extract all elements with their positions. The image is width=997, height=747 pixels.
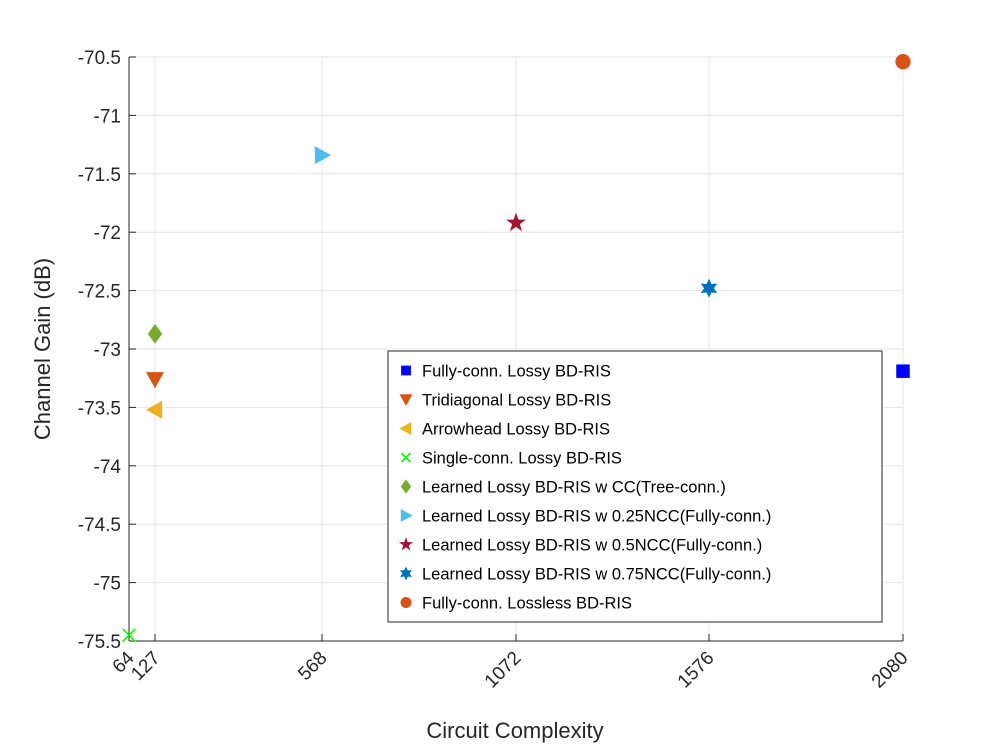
legend-entry-label: Single-conn. Lossy BD-RIS xyxy=(422,450,622,468)
legend-marker xyxy=(400,509,413,522)
data-points xyxy=(122,54,911,643)
legend-entry-label: Tridiagonal Lossy BD-RIS xyxy=(422,392,611,410)
data-point xyxy=(896,364,910,378)
legend-entry-label: Learned Lossy BD-RIS w 0.25NCC(Fully-con… xyxy=(422,508,771,526)
y-tick-label: -73 xyxy=(94,340,121,361)
y-tick-label: -71.5 xyxy=(78,165,121,186)
legend-marker xyxy=(400,596,412,609)
legend-marker xyxy=(401,365,411,376)
legend-marker xyxy=(399,394,413,406)
y-tick-label: -71 xyxy=(94,106,121,127)
y-tick-label: -70.5 xyxy=(78,48,121,69)
y-tick-label: -74.5 xyxy=(78,515,121,536)
legend-entry-label: Arrowhead Lossy BD-RIS xyxy=(422,421,610,439)
y-tick-label: -72.5 xyxy=(78,282,121,303)
x-axis-label: Circuit Complexity xyxy=(426,718,603,743)
y-tick-label: -75 xyxy=(94,574,121,595)
legend-marker xyxy=(399,422,412,435)
data-point xyxy=(122,628,136,643)
data-point xyxy=(506,212,526,232)
data-point xyxy=(314,146,331,165)
legend-box xyxy=(387,350,883,623)
data-point xyxy=(895,54,911,70)
legend-entry-label: Fully-conn. Lossy BD-RIS xyxy=(422,363,611,381)
legend-entry-label: Learned Lossy BD-RIS w CC(Tree-conn.) xyxy=(422,479,726,497)
legend-marker xyxy=(398,537,414,551)
legend-entry-label: Fully-conn. Lossless BD-RIS xyxy=(422,595,632,613)
y-tick-label: -72 xyxy=(94,223,121,244)
data-point xyxy=(146,400,163,419)
legend: Fully-conn. Lossy BD-RIS Tridiagonal Loss… xyxy=(387,350,883,623)
legend-entry-label: Learned Lossy BD-RIS w 0.5NCC(Fully-conn… xyxy=(422,537,762,555)
y-axis-label: Channel Gain (dB) xyxy=(30,258,55,440)
legend-entry-label: Learned Lossy BD-RIS w 0.75NCC(Fully-con… xyxy=(422,566,771,584)
y-tick-label: -73.5 xyxy=(78,398,121,419)
legend-marker xyxy=(400,566,412,581)
legend-marker xyxy=(400,479,412,494)
data-point xyxy=(700,278,718,298)
legend-marker xyxy=(400,452,412,463)
y-tick-label: -75.5 xyxy=(78,632,121,653)
data-point xyxy=(146,372,164,389)
y-tick-label: -74 xyxy=(94,457,122,478)
y-axis-ticks: -70.5 -71 -71.5 -72 -72.5 -73 -73.5 -74 -74.5 -75… xyxy=(78,48,136,653)
data-point xyxy=(147,323,163,344)
